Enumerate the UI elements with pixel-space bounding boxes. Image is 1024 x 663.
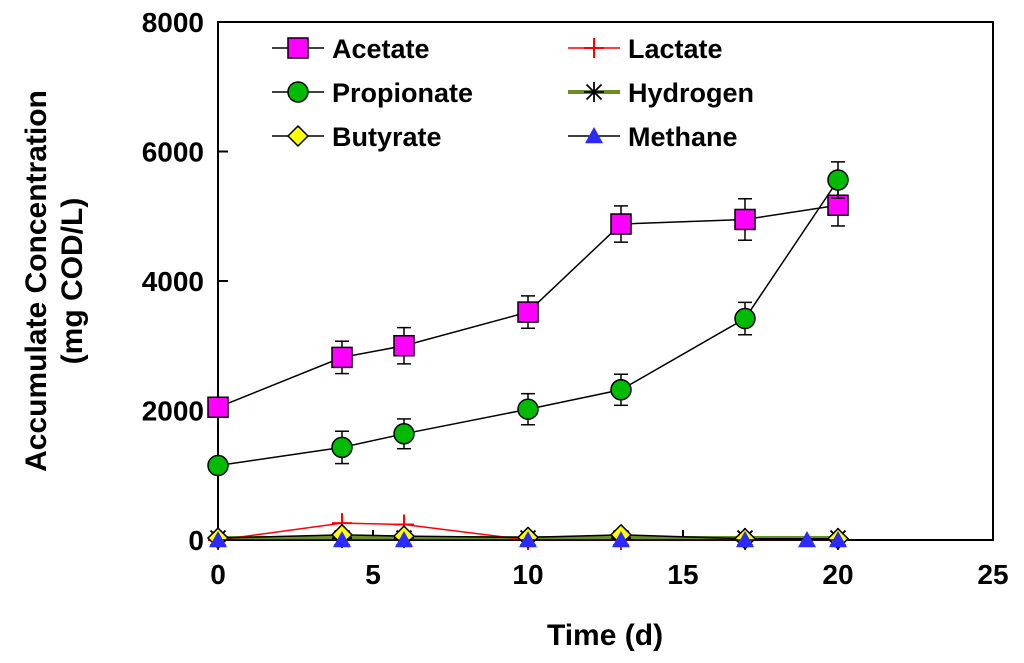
x-tick-label: 20 bbox=[822, 559, 853, 590]
methane-point bbox=[209, 531, 227, 548]
legend-label-butyrate: Butyrate bbox=[332, 122, 442, 152]
legend-marker-lactate bbox=[584, 38, 604, 58]
y-axis-title-line-1: Accumulate Concentration bbox=[20, 90, 53, 472]
x-tick-label: 0 bbox=[210, 559, 226, 590]
x-axis-title: Time (d) bbox=[547, 619, 663, 652]
propionate-point bbox=[827, 169, 849, 191]
acetate-point bbox=[734, 208, 756, 231]
y-tick-label: 0 bbox=[188, 525, 204, 556]
legend-item-hydrogen: Hydrogen bbox=[568, 78, 754, 108]
propionate-point bbox=[331, 436, 353, 459]
methane-point bbox=[798, 531, 816, 548]
y-axis-title-line-2: (mg COD/L) bbox=[56, 198, 89, 365]
acetate-point bbox=[331, 346, 353, 369]
series-propionate bbox=[207, 161, 849, 477]
x-tick-label: 25 bbox=[977, 559, 1008, 590]
series-layer bbox=[206, 161, 850, 550]
x-axis: 0 5 10 15 20 25 bbox=[210, 530, 1009, 590]
y-tick-label: 8000 bbox=[142, 7, 204, 38]
methane-point bbox=[829, 531, 847, 548]
propionate-point bbox=[393, 423, 415, 445]
propionate-point bbox=[610, 379, 632, 401]
legend-item-butyrate: Butyrate bbox=[272, 122, 442, 152]
y-axis-title: Accumulate Concentration (mg COD/L) bbox=[20, 90, 89, 472]
legend-marker-butyrate bbox=[286, 124, 310, 148]
legend-marker-hydrogen bbox=[584, 82, 604, 102]
methane-point bbox=[612, 531, 630, 548]
legend-marker-propionate bbox=[287, 81, 309, 103]
y-tick-label: 2000 bbox=[142, 396, 204, 427]
legend-label-propionate: Propionate bbox=[332, 78, 473, 108]
legend-label-acetate: Acetate bbox=[332, 34, 430, 64]
acetate-point bbox=[393, 335, 415, 357]
acetate-point bbox=[207, 396, 229, 419]
propionate-point bbox=[207, 454, 229, 477]
legend-item-methane: Methane bbox=[568, 122, 738, 152]
y-tick-label: 4000 bbox=[142, 266, 204, 297]
legend-label-lactate: Lactate bbox=[628, 34, 723, 64]
x-tick-label: 10 bbox=[512, 559, 543, 590]
legend-label-methane: Methane bbox=[628, 122, 738, 152]
y-axis: 0 2000 4000 6000 8000 bbox=[142, 7, 228, 556]
series-methane bbox=[209, 531, 847, 548]
methane-point bbox=[395, 531, 413, 548]
legend-label-hydrogen: Hydrogen bbox=[628, 78, 754, 108]
series-acetate bbox=[207, 183, 849, 419]
propionate-point bbox=[734, 307, 756, 330]
propionate-point bbox=[517, 398, 539, 420]
legend: Acetate Lactate Propionate Hydrogen Butyrate… bbox=[272, 34, 754, 152]
x-tick-label: 5 bbox=[365, 559, 381, 590]
legend-item-acetate: Acetate bbox=[272, 34, 430, 64]
methane-point bbox=[736, 531, 754, 548]
legend-item-lactate: Lactate bbox=[568, 34, 723, 64]
legend-item-propionate: Propionate bbox=[272, 78, 473, 108]
legend-marker-methane bbox=[585, 127, 603, 144]
acetate-point bbox=[610, 213, 632, 235]
legend-marker-acetate bbox=[287, 37, 309, 59]
methane-point bbox=[519, 531, 537, 548]
y-tick-label: 6000 bbox=[142, 137, 204, 168]
methane-point bbox=[333, 531, 351, 548]
acetate-point bbox=[517, 301, 539, 323]
x-tick-label: 15 bbox=[667, 559, 698, 590]
